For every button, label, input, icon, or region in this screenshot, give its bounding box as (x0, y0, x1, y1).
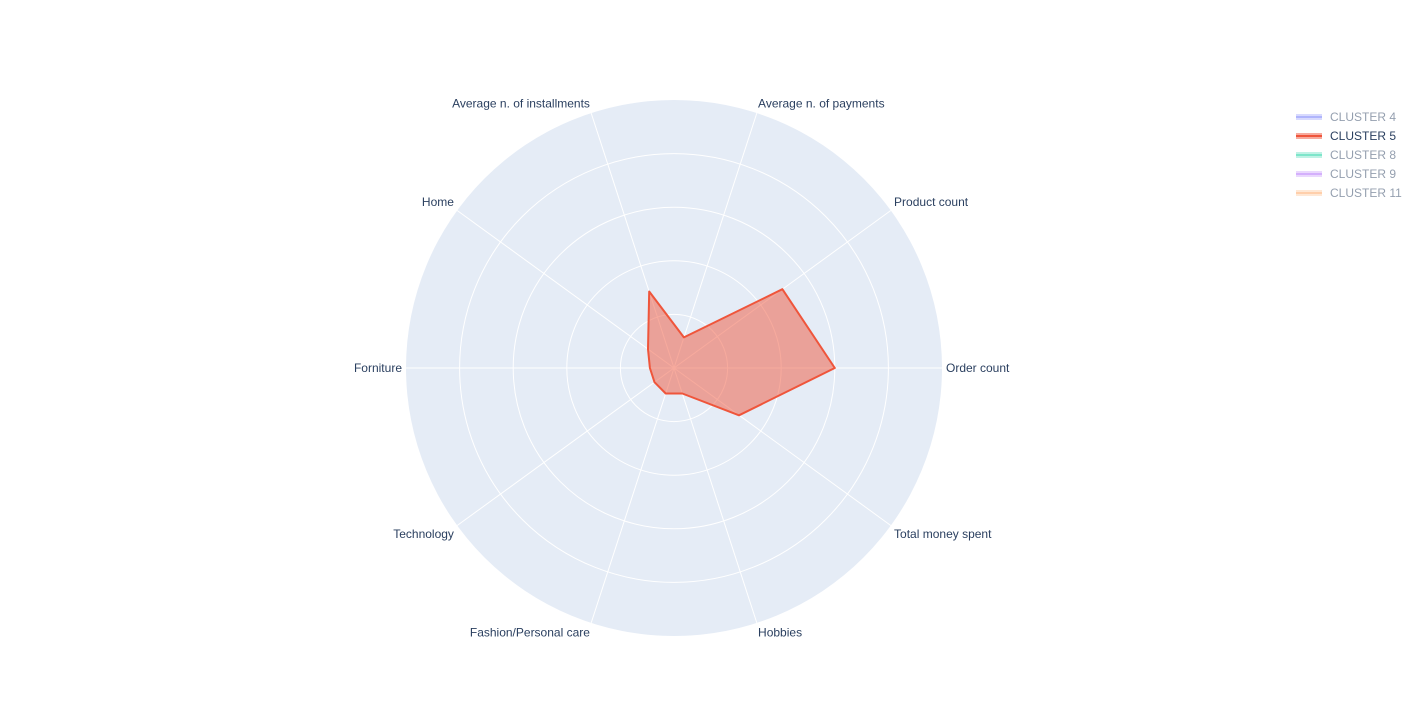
series-layer (645, 286, 838, 418)
series-area-cluster-5[interactable] (647, 288, 836, 417)
axis-label-home: Home (422, 195, 454, 209)
legend-item-cluster-9[interactable]: CLUSTER 9 (1294, 164, 1422, 183)
axis-label-average-n-of-installments: Average n. of installments (452, 96, 590, 110)
data-point[interactable] (679, 390, 685, 396)
legend-swatch (1294, 169, 1324, 179)
legend-swatch (1294, 131, 1324, 141)
legend-label: CLUSTER 9 (1330, 166, 1397, 181)
legend-item-cluster-4[interactable]: CLUSTER 4 (1294, 107, 1422, 126)
legend-item-cluster-8[interactable]: CLUSTER 8 (1294, 145, 1422, 164)
data-point[interactable] (779, 286, 785, 292)
axis-label-product-count: Product count (894, 195, 969, 209)
axis-label-average-n-of-payments: Average n. of payments (758, 96, 885, 110)
legend-label: CLUSTER 11 (1330, 185, 1402, 200)
grid-spoke (456, 210, 675, 369)
legend-swatch (1294, 188, 1324, 198)
axis-label-hobbies: Hobbies (758, 626, 802, 640)
legend: CLUSTER 4 CLUSTER 5 CLUSTER 8 CLUSTER 9 CLUS… (1294, 107, 1422, 202)
legend-swatch (1294, 150, 1324, 160)
legend-label: CLUSTER 4 (1330, 109, 1397, 124)
legend-swatch (1294, 112, 1324, 122)
grid-spoke (456, 367, 675, 526)
axis-label-forniture: Forniture (354, 361, 402, 375)
grid-spoke (673, 367, 758, 624)
data-point[interactable] (651, 379, 657, 385)
axis-label-technology: Technology (393, 527, 454, 541)
grid-spoke (673, 112, 758, 369)
axis-labels: Order count Product count Average n. of pa… (354, 96, 1010, 639)
grid-spoke (590, 367, 675, 624)
legend-label: CLUSTER 8 (1330, 147, 1397, 162)
legend-item-cluster-11[interactable]: CLUSTER 11 (1294, 183, 1422, 202)
data-point[interactable] (681, 334, 687, 340)
legend-label: CLUSTER 5 (1330, 128, 1397, 143)
axis-label-order-count: Order count (946, 361, 1010, 375)
data-point[interactable] (647, 365, 653, 371)
axis-label-fashion-personal-care: Fashion/Personal care (470, 626, 590, 640)
data-point[interactable] (832, 365, 838, 371)
data-point[interactable] (646, 289, 652, 295)
data-point[interactable] (663, 390, 669, 396)
data-point[interactable] (736, 412, 742, 418)
axis-label-total-money-spent: Total money spent (894, 527, 992, 541)
legend-item-cluster-5[interactable]: CLUSTER 5 (1294, 126, 1422, 145)
data-point[interactable] (645, 346, 651, 352)
